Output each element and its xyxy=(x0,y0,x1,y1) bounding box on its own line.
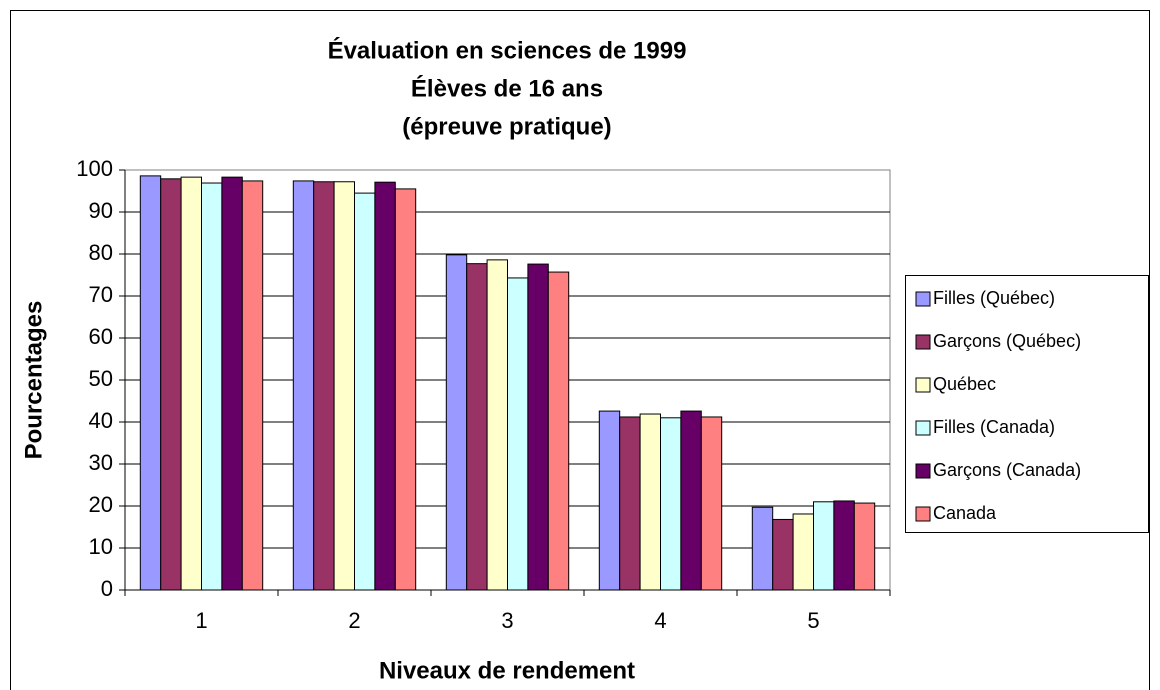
chart-title: Évaluation en sciences de 1999 xyxy=(328,36,687,64)
legend-label: Filles (Québec) xyxy=(933,288,1055,308)
bar xyxy=(639,413,661,591)
legend-label: Garçons (Québec) xyxy=(933,331,1081,351)
y-tick-label: 70 xyxy=(89,282,113,307)
y-tick-label: 20 xyxy=(89,492,113,517)
bar xyxy=(221,176,243,591)
y-tick-label: 60 xyxy=(89,324,113,349)
bar xyxy=(547,271,570,591)
legend-swatch xyxy=(915,463,931,479)
bar xyxy=(833,500,855,591)
legend-label: Canada xyxy=(933,503,997,523)
x-tick-label: 5 xyxy=(807,608,819,633)
bar xyxy=(486,259,509,591)
bar xyxy=(160,178,182,591)
legend-label: Filles (Canada) xyxy=(933,417,1055,437)
y-axis-label: Pourcentages xyxy=(20,301,47,460)
legend-swatch xyxy=(915,291,931,307)
y-tick-label: 100 xyxy=(76,156,113,181)
bar xyxy=(700,416,723,591)
bar xyxy=(139,175,162,591)
bar xyxy=(507,277,529,591)
y-tick-label: 0 xyxy=(101,576,113,601)
bar xyxy=(241,180,264,591)
x-tick-label: 1 xyxy=(195,608,207,633)
y-tick-label: 30 xyxy=(89,450,113,475)
bar xyxy=(201,182,223,591)
bar xyxy=(680,410,702,591)
x-tick-label: 2 xyxy=(348,608,360,633)
legend-swatch xyxy=(915,420,931,436)
x-axis-label: Niveaux de rendement xyxy=(379,657,635,684)
legend-swatch xyxy=(915,377,931,393)
legend-label: Garçons (Canada) xyxy=(933,460,1081,480)
legend-swatch xyxy=(915,334,931,350)
bar xyxy=(292,180,315,591)
bar xyxy=(313,181,335,591)
x-tick-label: 3 xyxy=(501,608,513,633)
legend xyxy=(905,275,1149,533)
y-tick-label: 80 xyxy=(89,240,113,265)
bar xyxy=(333,181,356,591)
y-tick-label: 90 xyxy=(89,198,113,223)
bar xyxy=(374,181,396,591)
bar xyxy=(813,501,835,591)
bar xyxy=(466,263,488,591)
bar xyxy=(751,506,774,591)
bar xyxy=(394,188,417,591)
chart-title: (épreuve pratique) xyxy=(402,113,611,140)
legend-label: Québec xyxy=(933,374,996,394)
x-tick-label: 4 xyxy=(654,608,666,633)
legend-swatch xyxy=(915,506,931,522)
bar xyxy=(180,176,203,591)
y-tick-label: 10 xyxy=(89,534,113,559)
bar xyxy=(354,192,376,591)
bar xyxy=(445,254,468,591)
bar xyxy=(772,518,794,591)
bar xyxy=(660,417,682,591)
bar xyxy=(792,513,814,591)
bar xyxy=(598,410,621,591)
bar xyxy=(853,502,876,591)
y-tick-label: 40 xyxy=(89,408,113,433)
chart-title: Élèves de 16 ans xyxy=(411,74,603,102)
y-tick-label: 50 xyxy=(89,366,113,391)
bar xyxy=(527,263,549,591)
bar xyxy=(619,416,641,591)
